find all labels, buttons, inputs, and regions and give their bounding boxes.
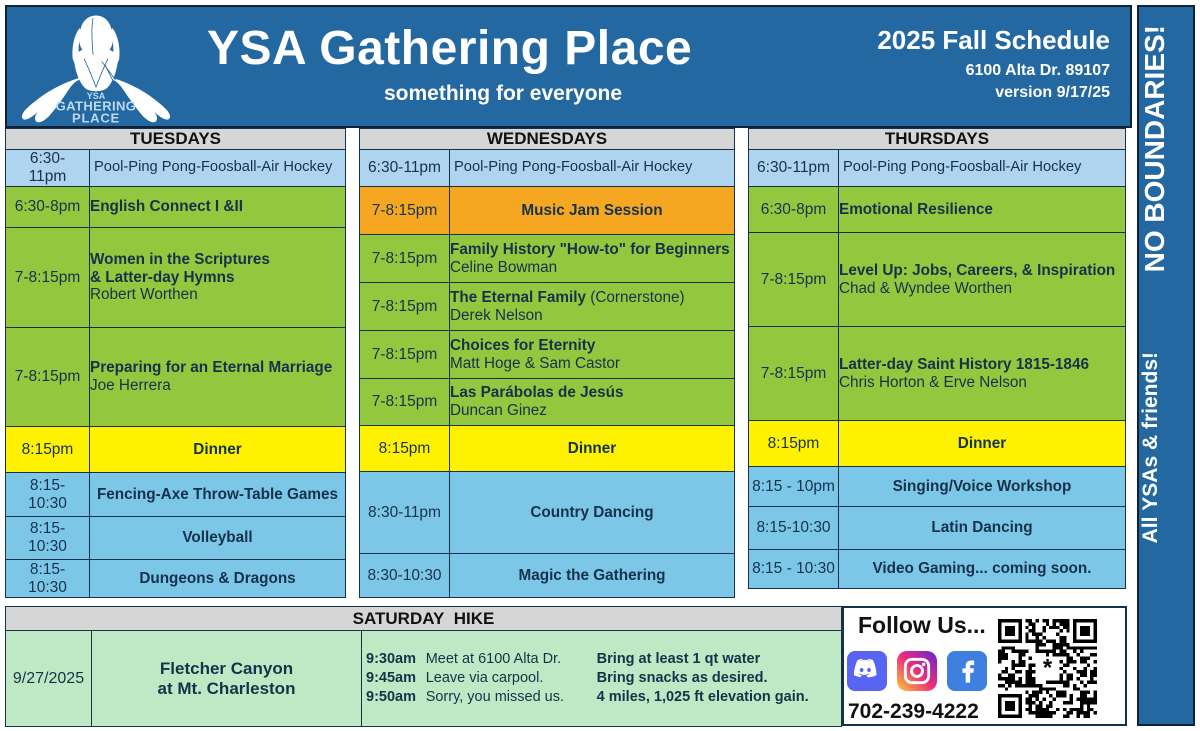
svg-text:*: *: [1043, 654, 1053, 681]
svg-text:PLACE: PLACE: [72, 110, 120, 123]
